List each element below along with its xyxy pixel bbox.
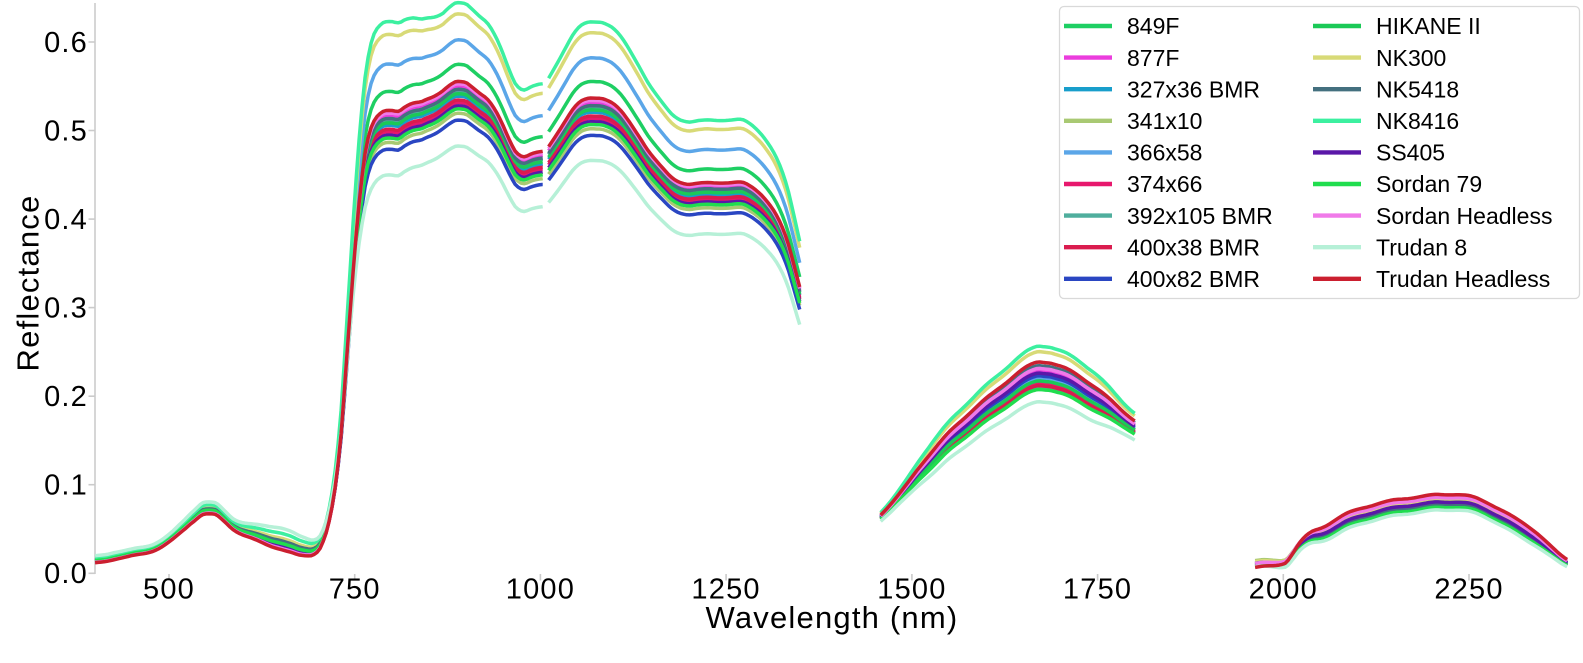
svg-text:1250: 1250 bbox=[691, 574, 760, 606]
svg-text:Trudan Headless: Trudan Headless bbox=[1376, 266, 1550, 292]
svg-text:0.3: 0.3 bbox=[44, 293, 88, 325]
svg-text:366x58: 366x58 bbox=[1127, 140, 1202, 166]
svg-text:0.5: 0.5 bbox=[44, 115, 88, 147]
svg-text:1000: 1000 bbox=[506, 574, 575, 606]
svg-text:0.1: 0.1 bbox=[44, 470, 88, 502]
svg-text:1750: 1750 bbox=[1063, 574, 1132, 606]
svg-text:400x82 BMR: 400x82 BMR bbox=[1127, 266, 1260, 292]
svg-text:HIKANE II: HIKANE II bbox=[1376, 13, 1481, 39]
svg-text:Sordan 79: Sordan 79 bbox=[1376, 171, 1482, 197]
svg-text:1500: 1500 bbox=[877, 574, 946, 606]
svg-text:Wavelength (nm): Wavelength (nm) bbox=[706, 600, 959, 635]
svg-text:374x66: 374x66 bbox=[1127, 171, 1202, 197]
svg-text:392x105 BMR: 392x105 BMR bbox=[1127, 203, 1273, 229]
svg-text:0.4: 0.4 bbox=[44, 204, 88, 236]
svg-text:500: 500 bbox=[143, 574, 195, 606]
svg-text:341x10: 341x10 bbox=[1127, 108, 1202, 134]
svg-text:877F: 877F bbox=[1127, 45, 1179, 71]
svg-text:Reflectance: Reflectance bbox=[11, 195, 46, 372]
svg-text:0.2: 0.2 bbox=[44, 381, 88, 413]
svg-text:0.6: 0.6 bbox=[44, 27, 88, 59]
svg-text:NK5418: NK5418 bbox=[1376, 76, 1459, 102]
svg-text:750: 750 bbox=[329, 574, 381, 606]
svg-text:2250: 2250 bbox=[1434, 574, 1503, 606]
svg-text:2000: 2000 bbox=[1249, 574, 1318, 606]
svg-text:0.0: 0.0 bbox=[44, 558, 88, 590]
svg-text:Trudan 8: Trudan 8 bbox=[1376, 234, 1467, 260]
svg-text:849F: 849F bbox=[1127, 13, 1179, 39]
svg-text:SS405: SS405 bbox=[1376, 140, 1445, 166]
svg-text:NK300: NK300 bbox=[1376, 45, 1446, 71]
svg-text:NK8416: NK8416 bbox=[1376, 108, 1459, 134]
svg-text:327x36 BMR: 327x36 BMR bbox=[1127, 76, 1260, 102]
svg-text:400x38 BMR: 400x38 BMR bbox=[1127, 234, 1260, 260]
svg-text:Sordan Headless: Sordan Headless bbox=[1376, 203, 1552, 229]
